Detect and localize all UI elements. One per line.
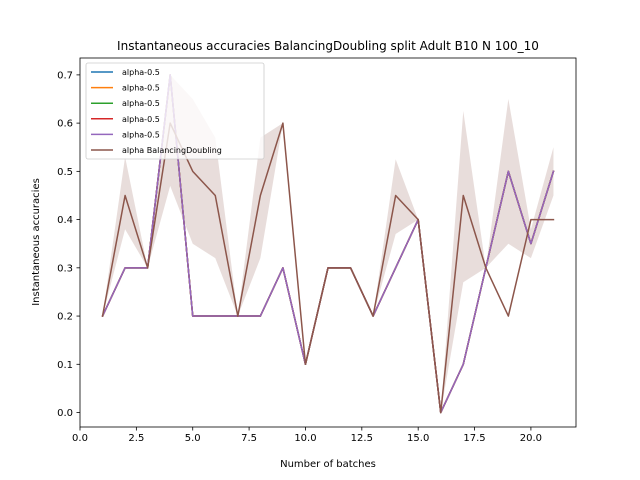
legend-label: alpha-0.5 xyxy=(122,115,160,124)
y-tick-label: 0.1 xyxy=(57,360,73,371)
y-tick-label: 0.7 xyxy=(57,70,73,81)
y-tick-label: 0.4 xyxy=(57,215,73,226)
x-tick-label: 20.0 xyxy=(520,433,542,444)
x-tick-label: 7.5 xyxy=(241,433,257,444)
legend-box xyxy=(85,62,265,160)
legend-label: alpha-0.5 xyxy=(122,99,160,108)
y-axis-ticks: 0.0 0.1 0.2 0.3 0.4 0.5 0.6 0.7 xyxy=(57,70,80,419)
legend: alpha-0.5 alpha-0.5 alpha-0.5 alpha-0.5 alph… xyxy=(85,62,265,160)
plot-area-frame xyxy=(79,57,577,428)
y-axis-label: Instantaneous accuracies xyxy=(31,178,42,306)
y-tick-label: 0.0 xyxy=(57,408,73,419)
legend-label: alpha-0.5 xyxy=(122,84,160,93)
legend-label: alpha-0.5 xyxy=(122,130,160,139)
x-axis-ticks: 0.0 2.5 5.0 7.5 10.0 12.5 15.0 17.5 20.0 xyxy=(72,427,542,444)
x-tick-label: 12.5 xyxy=(351,433,373,444)
y-tick-label: 0.5 xyxy=(57,167,73,178)
y-tick-label: 0.3 xyxy=(57,263,73,274)
x-tick-label: 2.5 xyxy=(128,433,144,444)
x-axis-label: Number of batches xyxy=(280,459,376,470)
x-tick-label: 5.0 xyxy=(185,433,201,444)
legend-label: alpha-0.5 xyxy=(122,68,160,77)
y-tick-label: 0.6 xyxy=(57,119,73,130)
chart-title: Instantaneous accuracies BalancingDoubli… xyxy=(117,39,539,53)
x-tick-label: 17.5 xyxy=(463,433,485,444)
x-tick-label: 15.0 xyxy=(407,433,429,444)
x-tick-label: 10.0 xyxy=(294,433,316,444)
y-tick-label: 0.2 xyxy=(57,312,73,323)
legend-label: alpha BalancingDoubling xyxy=(122,146,222,155)
x-tick-label: 0.0 xyxy=(72,433,88,444)
